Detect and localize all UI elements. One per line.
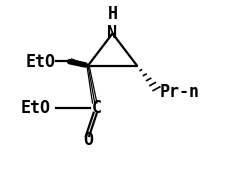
Text: H: H	[108, 5, 117, 23]
Text: EtO: EtO	[25, 53, 55, 71]
Text: C: C	[92, 99, 102, 117]
Text: O: O	[83, 131, 93, 149]
Text: EtO: EtO	[21, 99, 51, 117]
Text: N: N	[108, 24, 117, 43]
Text: Pr-n: Pr-n	[159, 83, 199, 101]
